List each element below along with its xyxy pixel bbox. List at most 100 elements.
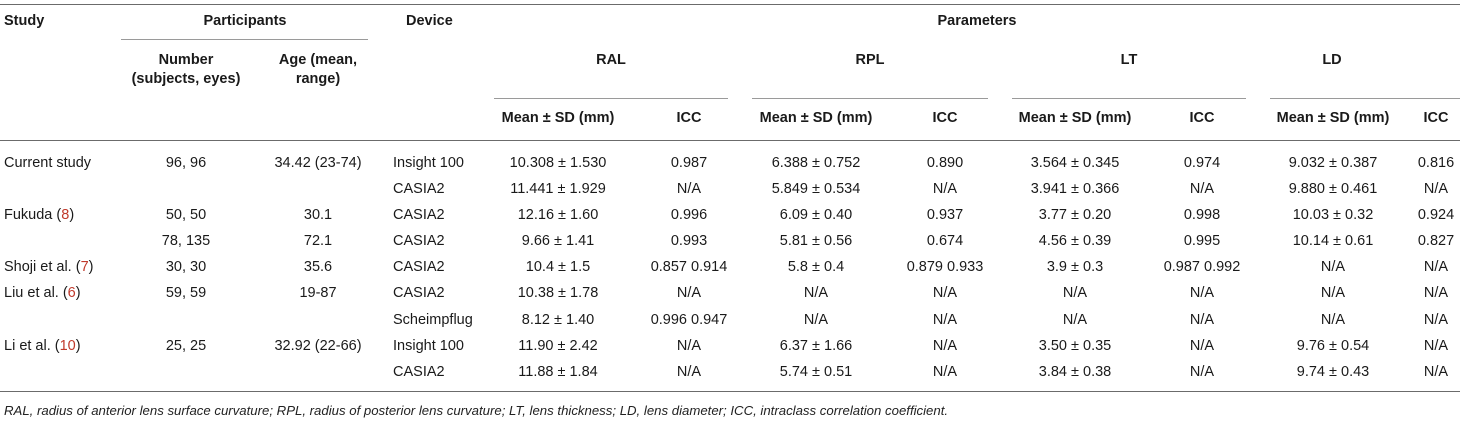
ld-mean-cell: 10.14 ± 0.61 [1292,233,1374,249]
device-cell: CASIA2 [393,364,445,380]
header-lt-mean: Mean ± SD (mm) [1018,110,1132,126]
lt-mean-cell: N/A [1062,285,1088,301]
age-cell: 34.42 (23-74) [274,155,362,171]
header-bottom-rule [0,140,1460,141]
body-bottom-rule [0,391,1460,392]
ral-mean-cell: 11.90 ± 2.42 [518,338,598,354]
device-cell: CASIA2 [393,285,445,301]
ld-icc-cell: N/A [1423,259,1449,275]
lt-icc-cell: 0.995 [1183,233,1221,249]
header-rpl-icc: ICC [932,110,958,126]
ld-icc-cell: N/A [1423,364,1449,380]
citation-link[interactable]: 7 [80,259,89,275]
rpl-mean-cell: 5.74 ± 0.51 [779,364,853,380]
rpl-icc-cell: N/A [932,364,958,380]
header-group-lt: LT [1120,52,1138,68]
ld-mean-cell: N/A [1320,285,1346,301]
rpl-mean-cell: 5.8 ± 0.4 [787,259,845,275]
lt-mean-cell: 3.564 ± 0.345 [1030,155,1120,171]
ral-mean-cell: 8.12 ± 1.40 [521,312,595,328]
header-ld-icc: ICC [1423,110,1449,126]
citation-close-paren: ) [69,207,75,223]
number-cell: 78, 135 [161,233,211,249]
lt-mean-cell: 3.941 ± 0.366 [1030,181,1120,197]
ral-icc-cell: 0.996 [670,207,708,223]
rpl-icc-cell: N/A [932,312,958,328]
footnote: RAL, radius of anterior lens surface cur… [4,403,949,418]
device-cell: CASIA2 [393,259,445,275]
header-rpl-mean: Mean ± SD (mm) [759,110,873,126]
ld-mean-cell: 10.03 ± 0.32 [1292,207,1374,223]
rpl-mean-cell: 5.849 ± 0.534 [771,181,861,197]
lt-icc-cell: 0.998 [1183,207,1221,223]
number-cell: 59, 59 [165,285,207,301]
citation-link[interactable]: 6 [67,285,76,301]
lt-icc-cell: 0.987 0.992 [1163,259,1241,275]
ld-mean-cell: 9.032 ± 0.387 [1288,155,1378,171]
rpl-mean-cell: 5.81 ± 0.56 [779,233,853,249]
ral-mean-cell: 9.66 ± 1.41 [521,233,595,249]
ral-mean-cell: 10.38 ± 1.78 [517,285,599,301]
ld-icc-cell: N/A [1423,181,1449,197]
ld-rule [1270,98,1460,99]
ral-mean-cell: 12.16 ± 1.60 [517,207,599,223]
lt-mean-cell: 3.9 ± 0.3 [1046,259,1104,275]
study-name: Li et al. ( [4,338,60,354]
ld-icc-cell: 0.827 [1417,233,1455,249]
rpl-mean-cell: 6.09 ± 0.40 [779,207,853,223]
ld-icc-cell: 0.816 [1417,155,1455,171]
rpl-icc-cell: 0.674 [926,233,964,249]
rpl-icc-cell: 0.937 [926,207,964,223]
header-number-line2: (subjects, eyes) [131,71,241,87]
device-cell: CASIA2 [393,207,445,223]
age-cell: 19-87 [299,285,337,301]
lt-icc-cell: 0.974 [1183,155,1221,171]
header-lt-icc: ICC [1189,110,1215,126]
study-cell: Fukuda (8) [4,207,74,224]
ral-icc-cell: N/A [676,181,702,197]
study-cell: Li et al. (10) [4,338,81,355]
lt-mean-cell: 3.84 ± 0.38 [1038,364,1112,380]
study-name: Shoji et al. ( [4,259,81,275]
rpl-icc-cell: 0.879 0.933 [906,259,984,275]
header-number-line1: Number [158,52,214,68]
header-ral-icc: ICC [676,110,702,126]
age-cell: 35.6 [303,259,333,275]
rpl-mean-cell: N/A [803,285,829,301]
ral-mean-cell: 10.4 ± 1.5 [525,259,591,275]
lt-icc-cell: N/A [1189,338,1215,354]
header-age-line1: Age (mean, [278,52,358,68]
ld-mean-cell: N/A [1320,312,1346,328]
ral-icc-cell: N/A [676,285,702,301]
lt-icc-cell: N/A [1189,312,1215,328]
study-cell: Liu et al. (6) [4,285,81,302]
header-study: Study [4,13,45,29]
citation-close-paren: ) [75,285,81,301]
ral-icc-cell: 0.857 0.914 [650,259,728,275]
participants-rule [121,39,368,40]
study-cell: Shoji et al. (7) [4,259,94,276]
header-group-ral: RAL [596,52,626,68]
device-cell: CASIA2 [393,181,445,197]
ld-icc-cell: N/A [1423,285,1449,301]
header-ld-mean: Mean ± SD (mm) [1276,110,1390,126]
lt-mean-cell: 3.77 ± 0.20 [1038,207,1112,223]
age-cell: 30.1 [303,207,333,223]
rpl-mean-cell: N/A [803,312,829,328]
rpl-mean-cell: 6.37 ± 1.66 [779,338,853,354]
device-cell: Scheimpflug [393,312,473,328]
ld-mean-cell: 9.74 ± 0.43 [1296,364,1370,380]
ld-mean-cell: N/A [1320,259,1346,275]
study-name: Liu et al. ( [4,285,68,301]
lt-mean-cell: 3.50 ± 0.35 [1038,338,1112,354]
header-age-line2: range) [295,71,341,87]
device-cell: Insight 100 [393,338,464,354]
ral-icc-cell: N/A [676,338,702,354]
citation-link[interactable]: 10 [59,338,76,354]
number-cell: 50, 50 [165,207,207,223]
age-cell: 72.1 [303,233,333,249]
lt-icc-cell: N/A [1189,364,1215,380]
ral-icc-cell: 0.993 [670,233,708,249]
header-ral-mean: Mean ± SD (mm) [501,110,615,126]
citation-link[interactable]: 8 [61,207,70,223]
